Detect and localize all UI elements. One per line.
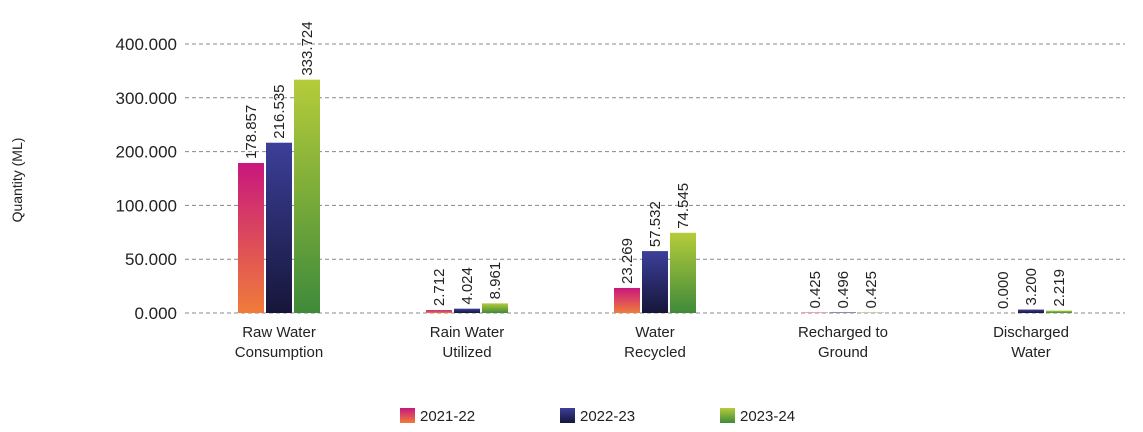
y-tick-label: 200.000	[116, 143, 177, 162]
value-label: 74.545	[675, 183, 692, 229]
value-label: 2.219	[1051, 269, 1068, 307]
bar	[266, 142, 292, 313]
x-tick-label: Raw Water Consumption	[235, 324, 323, 361]
value-label: 8.961	[487, 262, 504, 300]
x-tick-label: Rain Water Utilized	[430, 324, 504, 361]
bar	[454, 308, 480, 313]
value-label: 23.269	[619, 238, 636, 284]
value-label: 0.000	[995, 271, 1012, 309]
value-label: 216.535	[271, 84, 288, 138]
value-label: 0.425	[807, 271, 824, 309]
y-axis-label: Quantity (ML)	[9, 138, 25, 223]
y-tick-label: 0.000	[134, 304, 177, 323]
value-label: 333.724	[299, 21, 316, 75]
y-tick-label: 50.000	[125, 250, 177, 269]
value-label: 178.857	[243, 105, 260, 159]
x-tick-label: Discharged Water	[993, 324, 1069, 361]
legend-label: 2023-24	[740, 408, 795, 425]
y-tick-label: 100.000	[116, 196, 177, 215]
bar	[1018, 309, 1044, 313]
legend-label: 2022-23	[580, 408, 635, 425]
y-tick-label: 300.000	[116, 89, 177, 108]
bar	[294, 79, 320, 313]
x-tick-label: Recharged to Ground	[798, 324, 888, 361]
value-label: 0.496	[835, 271, 852, 309]
bar	[830, 312, 856, 313]
value-label: 4.024	[459, 267, 476, 305]
value-label: 2.712	[431, 269, 448, 307]
legend-label: 2021-22	[420, 408, 475, 425]
bar	[642, 251, 668, 313]
value-label: 3.200	[1023, 268, 1040, 306]
bar	[670, 232, 696, 313]
value-label: 0.425	[863, 271, 880, 309]
legend-swatch	[560, 408, 575, 423]
legend-swatch	[720, 408, 735, 423]
legend-swatch	[400, 408, 415, 423]
bar	[426, 310, 452, 313]
bar	[482, 303, 508, 313]
bar	[1046, 310, 1072, 313]
value-label: 57.532	[647, 201, 664, 247]
y-tick-label: 400.000	[116, 35, 177, 54]
bar	[614, 287, 640, 313]
x-tick-label: Water Recycled	[624, 324, 686, 361]
bar	[238, 162, 264, 313]
